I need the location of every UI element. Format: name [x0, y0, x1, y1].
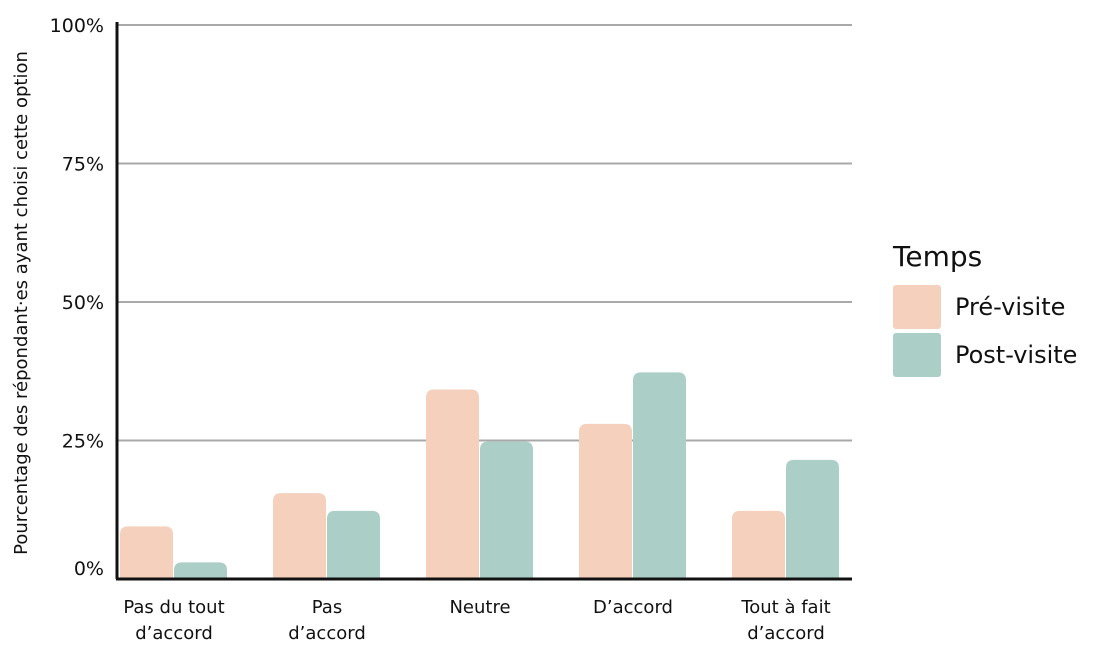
x-category-label: Neutre — [449, 597, 510, 618]
x-category-label: d’accord — [747, 623, 825, 644]
y-axis-title: Pourcentage des répondant·es ayant chois… — [11, 51, 32, 555]
x-category-label: Pas du tout — [123, 597, 224, 618]
bars — [120, 372, 839, 579]
bar-pre-visite-2 — [426, 389, 479, 579]
legend-label-pre-visite: Pré-visite — [955, 293, 1066, 321]
x-category-label: Tout à fait — [740, 597, 830, 618]
bar-pre-visite-0 — [120, 526, 173, 579]
x-axis-labels: Pas du tout d’accord Pas d’accord Neutre D’ac… — [123, 597, 830, 644]
legend: Temps Pré-visite Post-visite — [893, 240, 1077, 381]
bar-post-visite-3 — [633, 372, 686, 579]
bar-pre-visite-4 — [732, 510, 785, 579]
bar-post-visite-2 — [480, 441, 533, 579]
bar-post-visite-0 — [174, 562, 227, 579]
legend-title: Temps — [893, 240, 983, 273]
bar-pre-visite-1 — [273, 493, 326, 579]
gridlines — [117, 24, 852, 442]
y-tick-label: 75% — [62, 154, 104, 176]
y-tick-label: 25% — [62, 431, 104, 453]
x-category-label: D’accord — [593, 597, 673, 618]
legend-label-post-visite: Post-visite — [955, 341, 1078, 369]
bar-post-visite-1 — [327, 510, 380, 579]
bar-pre-visite-3 — [579, 423, 632, 579]
x-category-label: d’accord — [135, 623, 213, 644]
legend-swatch-post-visite — [893, 333, 941, 377]
legend-item-post-visite: Post-visite — [893, 333, 1077, 377]
bar-chart: Pourcentage des répondant·es ayant chois… — [11, 15, 852, 644]
legend-swatch-pre-visite — [893, 285, 941, 329]
bar-post-visite-4 — [786, 459, 839, 579]
x-category-label: Pas — [312, 597, 342, 618]
x-category-label: d’accord — [288, 623, 366, 644]
y-tick-label: 50% — [62, 292, 104, 314]
y-tick-label: 0% — [74, 558, 104, 580]
y-axis-ticks: 0% 25% 50% 75% 100% — [50, 15, 104, 580]
legend-item-pre-visite: Pré-visite — [893, 285, 1077, 329]
y-tick-label: 100% — [50, 15, 104, 37]
